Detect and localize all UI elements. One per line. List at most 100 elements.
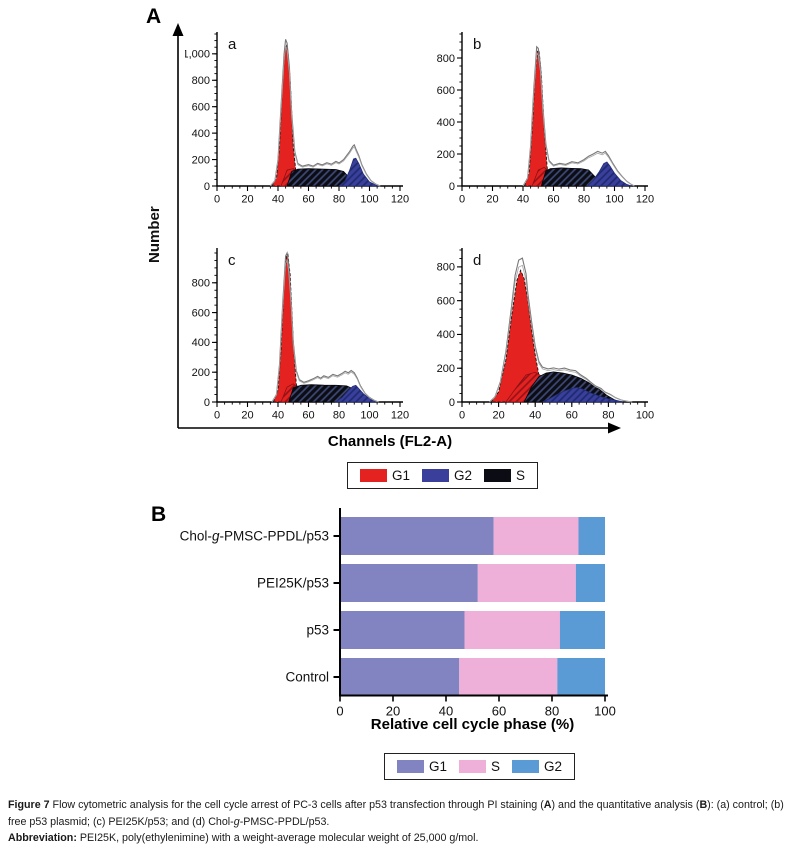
bar-Control-G2 [557, 658, 605, 696]
svg-text:0: 0 [214, 194, 220, 206]
svg-text:20: 20 [386, 704, 400, 719]
svg-text:0: 0 [459, 410, 465, 422]
svg-text:120: 120 [391, 410, 409, 422]
svg-text:200: 200 [192, 154, 210, 166]
raw-outline [269, 39, 381, 187]
svg-text:60: 60 [302, 410, 314, 422]
raw-outline [270, 46, 381, 187]
svg-text:20: 20 [486, 194, 498, 206]
svg-text:800: 800 [192, 75, 210, 87]
bar-p53-S [464, 611, 560, 649]
svg-text:20: 20 [241, 410, 253, 422]
series-g2 [586, 161, 632, 187]
svg-text:400: 400 [437, 329, 455, 341]
raw-outline [271, 259, 379, 403]
svg-text:80: 80 [578, 194, 590, 206]
svg-text:20: 20 [241, 194, 253, 206]
svg-text:800: 800 [437, 53, 455, 65]
svg-text:20: 20 [492, 410, 504, 422]
svg-text:0: 0 [204, 397, 210, 409]
svg-text:400: 400 [437, 117, 455, 129]
axes: 0 20 40 60 80 100 120 0 200 400 600 800 [437, 32, 654, 206]
legend-swatch-g2-blue [422, 469, 450, 482]
svg-text:400: 400 [192, 128, 210, 140]
legend-label-g1: G1 [392, 468, 411, 483]
svg-text:80: 80 [333, 410, 345, 422]
svg-text:100: 100 [360, 410, 378, 422]
legend-label-g2: G2 [544, 759, 563, 774]
bar-p53-G1 [340, 611, 465, 649]
svg-text:40: 40 [529, 410, 541, 422]
legend-swatch-s-pink [459, 760, 487, 773]
raw-outline [489, 264, 633, 403]
bar-PEI25K/p53-S [477, 564, 576, 602]
svg-text:100: 100 [594, 704, 616, 719]
series-g2 [334, 384, 378, 403]
svg-text:100: 100 [360, 194, 378, 206]
legend-swatch-g1-red [360, 469, 387, 482]
subplot-letter: d [473, 252, 481, 269]
series-g1 [271, 44, 306, 187]
svg-text:1,000: 1,000 [185, 49, 210, 61]
svg-text:200: 200 [437, 149, 455, 161]
panel-a-axis-arrows [172, 23, 621, 434]
axes: 0 20 40 60 80 100 120 0 200 400 600 800 [192, 248, 409, 422]
svg-text:0: 0 [449, 181, 455, 193]
legend-label-s: S [516, 468, 526, 483]
histogram-d: 0 20 40 60 80 100 0 200 400 600 800 d [437, 248, 654, 422]
bar-Chol-g-PMSC-PPDL/p53-G2 [578, 517, 605, 555]
bar-Control-G1 [340, 658, 460, 696]
subplot-letter: b [473, 36, 481, 53]
svg-text:60: 60 [566, 410, 578, 422]
panel-a-label: A [146, 5, 162, 28]
svg-text:60: 60 [547, 194, 559, 206]
svg-text:0: 0 [214, 410, 220, 422]
svg-text:600: 600 [437, 295, 455, 307]
panel-b-label: B [151, 503, 167, 526]
bar-Control-S [459, 658, 558, 696]
svg-text:600: 600 [192, 307, 210, 319]
svg-text:0: 0 [449, 397, 455, 409]
up-arrow-icon [172, 23, 184, 36]
category-label: Chol-g-PMSC-PPDL/p53 [180, 529, 329, 544]
series-g2 [542, 387, 624, 403]
raw-outline [522, 52, 635, 187]
histogram-b: 0 20 40 60 80 100 120 0 200 400 600 800 b [437, 32, 654, 206]
svg-text:400: 400 [192, 337, 210, 349]
category-label: Control [285, 670, 329, 685]
stacked-bar-chart: Chol-g-PMSC-PPDL/p53 PEI25K/p53 p53 Control… [180, 508, 616, 719]
svg-text:60: 60 [302, 194, 314, 206]
legend-label-s: S [491, 759, 501, 774]
svg-text:0: 0 [336, 704, 343, 719]
legend-panel-a: G1 G2 S [347, 462, 539, 489]
svg-text:600: 600 [192, 101, 210, 113]
svg-text:600: 600 [437, 85, 455, 97]
subplot-letter: a [228, 36, 237, 53]
legend-swatch-g1-purple [397, 760, 424, 773]
svg-text:40: 40 [272, 194, 284, 206]
subplot-letter: c [228, 252, 236, 269]
svg-text:100: 100 [605, 194, 623, 206]
y-axis-label: Number [146, 206, 163, 264]
legend-label-g2: G2 [454, 468, 473, 483]
svg-text:200: 200 [437, 363, 455, 375]
bar-Chol-g-PMSC-PPDL/p53-S [493, 517, 579, 555]
raw-outline [271, 251, 379, 403]
svg-text:40: 40 [439, 704, 453, 719]
svg-text:200: 200 [192, 367, 210, 379]
bar-p53-G2 [559, 611, 605, 649]
svg-text:120: 120 [636, 194, 654, 206]
bar-PEI25K/p53-G2 [575, 564, 605, 602]
legend-swatch-s-black [484, 469, 512, 482]
svg-text:120: 120 [391, 194, 409, 206]
series-g2 [337, 157, 381, 187]
category-label: PEI25K/p53 [257, 576, 329, 591]
bar-PEI25K/p53-G1 [340, 564, 478, 602]
x-axis-label-relative-phase: Relative cell cycle phase (%) [370, 716, 575, 733]
svg-text:80: 80 [602, 410, 614, 422]
svg-text:800: 800 [437, 262, 455, 274]
svg-text:100: 100 [636, 410, 654, 422]
right-arrow-icon [608, 422, 621, 434]
bar-Chol-g-PMSC-PPDL/p53-G1 [340, 517, 494, 555]
